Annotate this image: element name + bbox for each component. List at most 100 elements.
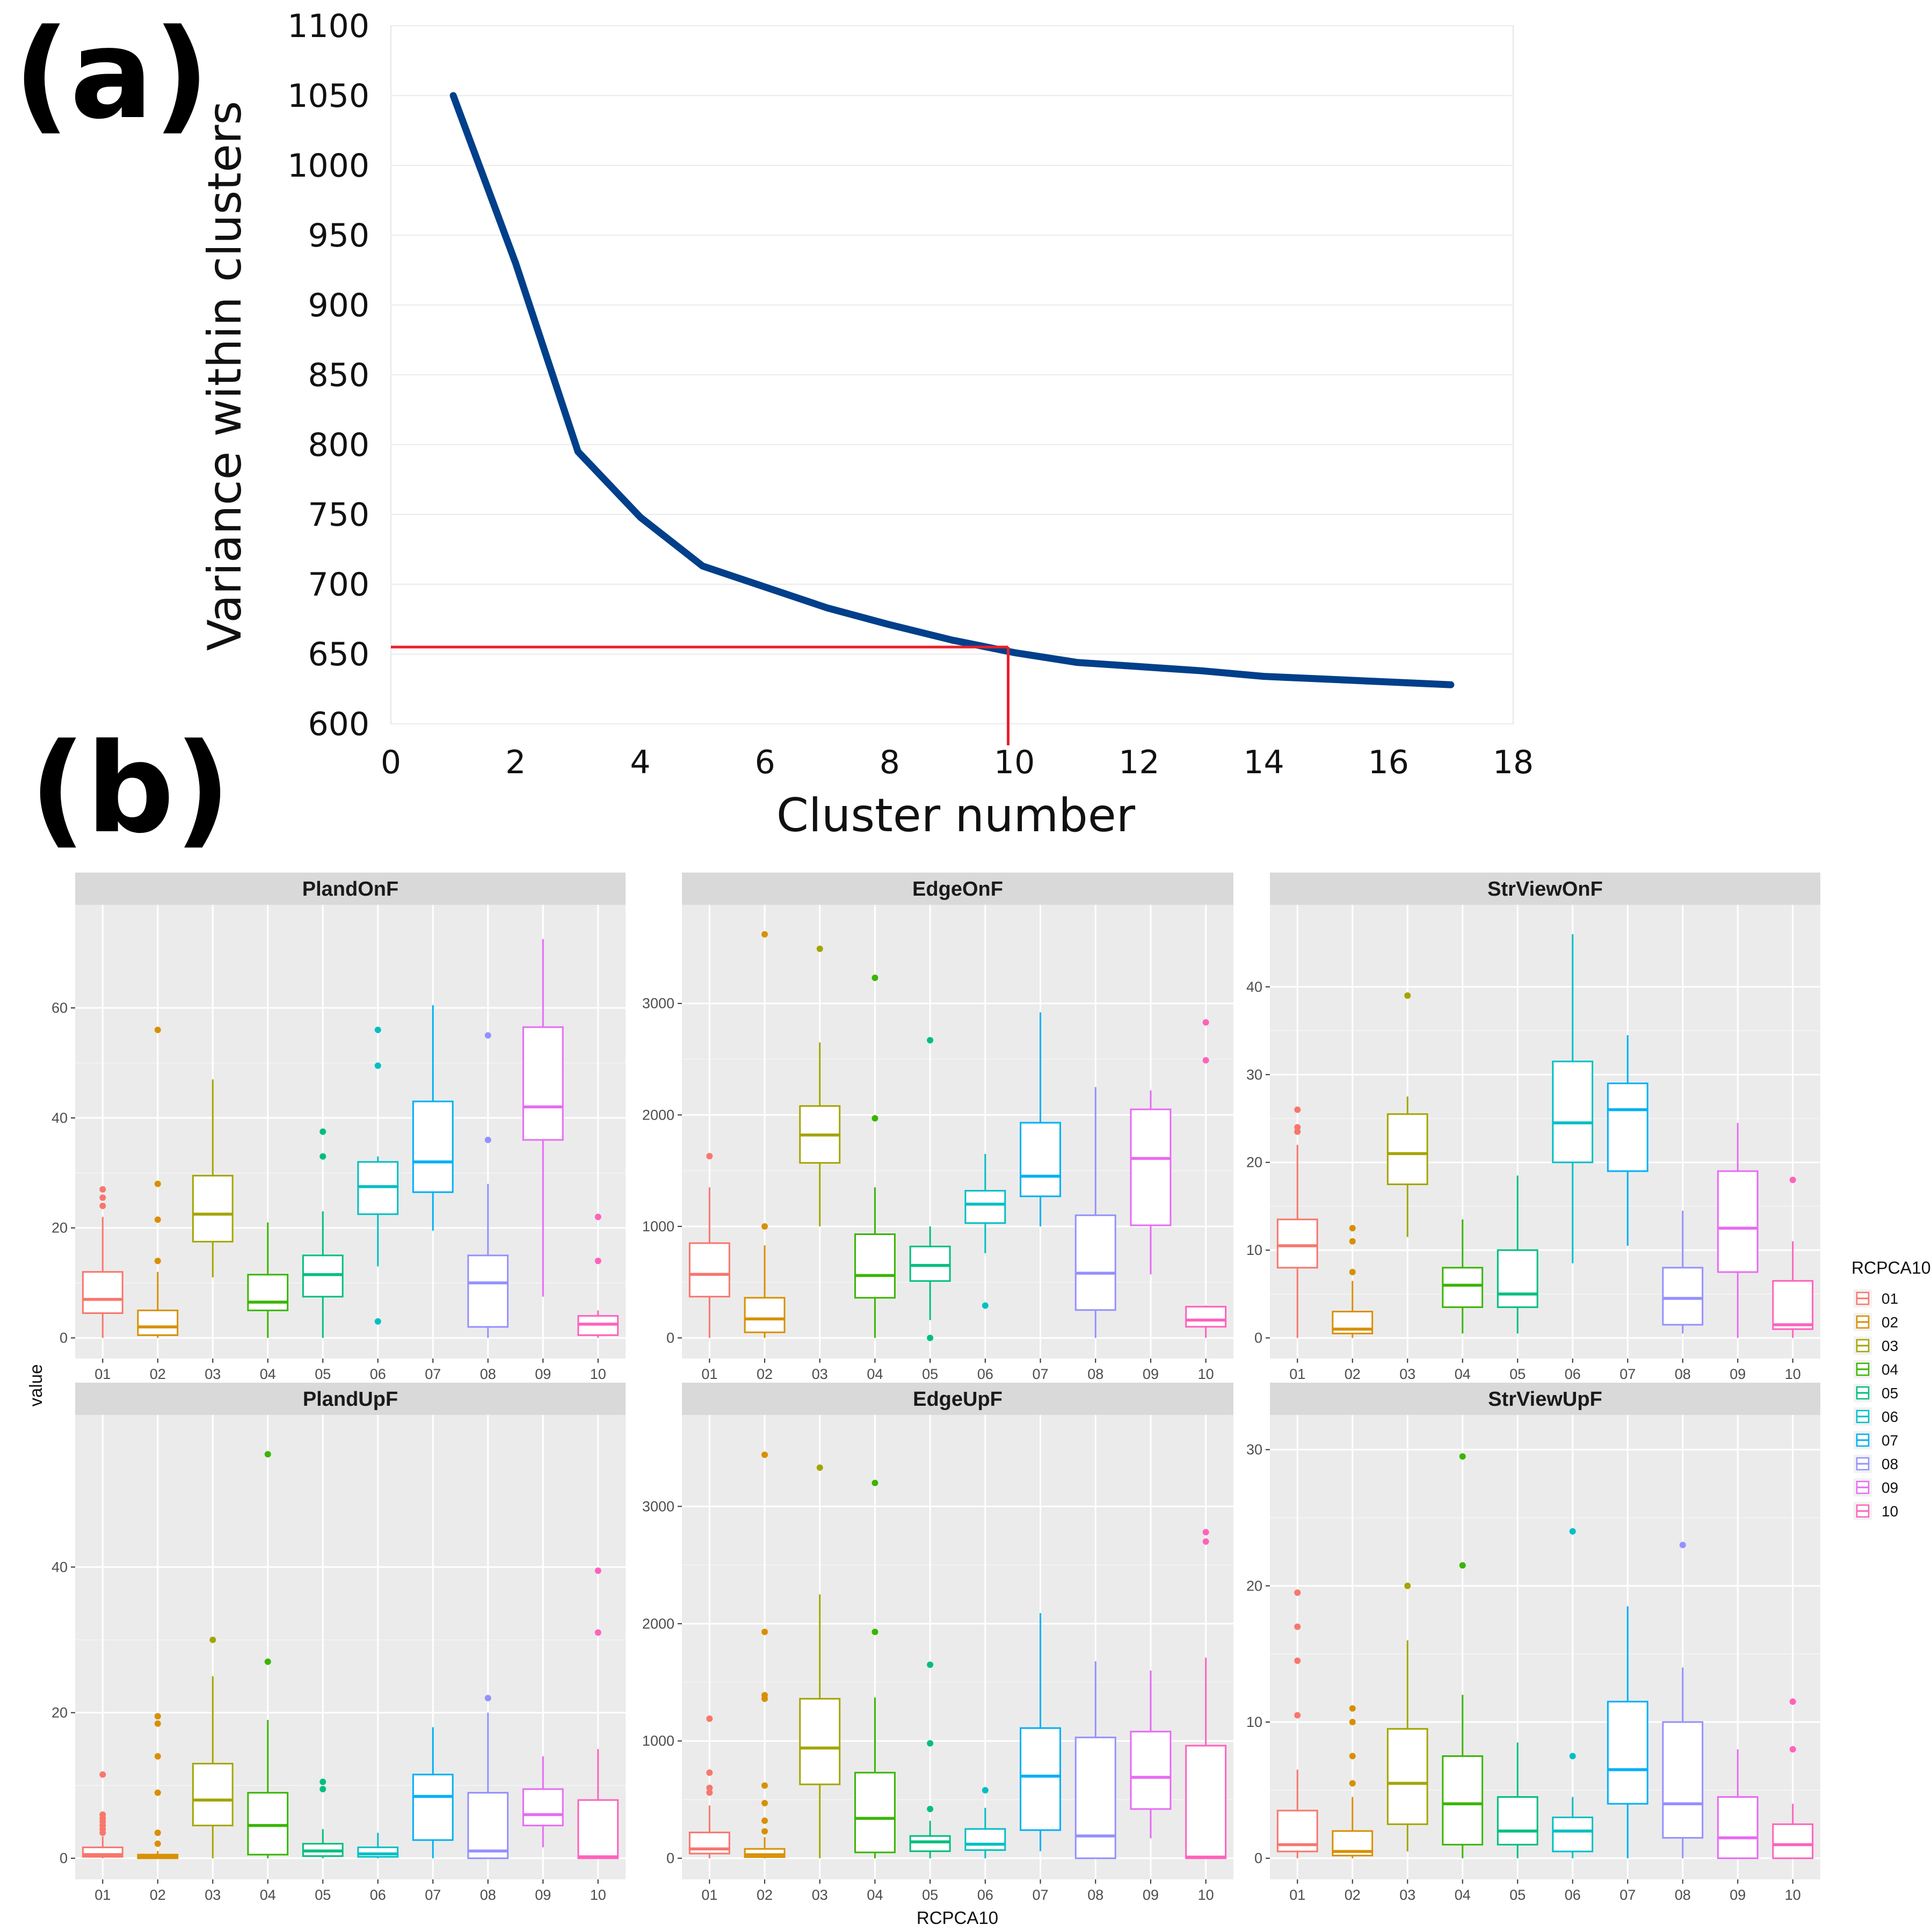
- box-body: [1130, 1731, 1172, 1810]
- box-body: [1442, 1267, 1484, 1308]
- outlier-point: [374, 1318, 381, 1325]
- box-07: [1020, 1613, 1062, 1851]
- y-tick-label: 0: [666, 1850, 674, 1866]
- outlier-point: [1679, 1542, 1686, 1549]
- x-tick-label: 02: [1345, 1887, 1361, 1903]
- box-09: [1130, 1670, 1172, 1839]
- x-tick-label: 01: [701, 1366, 717, 1382]
- box-03: [799, 946, 841, 1226]
- box-07: [412, 1005, 454, 1231]
- y-tick-label: 20: [52, 1220, 68, 1236]
- outlier-point: [594, 1629, 601, 1636]
- x-tick-label: 03: [205, 1366, 221, 1382]
- y-tick-label: 0: [666, 1330, 674, 1346]
- outlier-point: [1789, 1698, 1796, 1705]
- outlier-point: [484, 1695, 491, 1702]
- box-body: [688, 1242, 730, 1298]
- y-tick-label: 2000: [642, 1616, 674, 1632]
- outlier-point: [816, 946, 823, 953]
- x-tick-label: 02: [150, 1887, 166, 1903]
- outlier-point: [154, 1216, 161, 1223]
- box-10: [1772, 1176, 1814, 1338]
- x-tick-label: 18: [1493, 744, 1534, 781]
- facet-title: StrViewOnF: [1487, 878, 1603, 900]
- outlier-point: [154, 1720, 161, 1727]
- box-04: [854, 974, 896, 1338]
- box-02: [137, 1027, 179, 1338]
- outlier-point: [484, 1136, 491, 1143]
- outlier-point: [706, 1769, 713, 1776]
- legend-label: 03: [1882, 1338, 1898, 1354]
- x-axis-title: Cluster number: [776, 789, 1136, 842]
- outlier-point: [99, 1202, 106, 1209]
- x-tick-label: 14: [1243, 744, 1284, 781]
- legend-label: 07: [1882, 1432, 1898, 1449]
- box-10: [577, 1214, 619, 1338]
- y-tick-label: 1050: [287, 77, 369, 115]
- box-01: [688, 1153, 730, 1338]
- x-tick-label: 6: [755, 744, 775, 781]
- outlier-point: [374, 1062, 381, 1069]
- x-tick-label: 07: [1033, 1366, 1049, 1382]
- x-tick-label: 2: [505, 744, 526, 781]
- box-04: [1442, 1453, 1484, 1858]
- outlier-point: [154, 1258, 161, 1265]
- box-body: [247, 1274, 289, 1311]
- facet-strip: [682, 1383, 1233, 1415]
- box-09: [1717, 1749, 1759, 1860]
- facet-EdgeOnF: EdgeOnF 0 1000 2000 3000 01 02 03 04 05 06 07 08 09 10: [642, 873, 1233, 1382]
- box-05: [302, 1128, 344, 1338]
- outlier-point: [1404, 992, 1411, 999]
- outlier-point: [1349, 1719, 1356, 1726]
- outlier-point: [1569, 1528, 1576, 1535]
- x-tick-label: 06: [1565, 1887, 1581, 1903]
- variance-point: [1199, 669, 1204, 673]
- box-03: [192, 1636, 234, 1858]
- legend-key-04: [1854, 1360, 1872, 1378]
- box-body: [1020, 1727, 1062, 1831]
- variance-point: [825, 606, 830, 611]
- x-tick-label: 10: [1785, 1887, 1801, 1903]
- x-tick-label: 01: [95, 1887, 111, 1903]
- x-tick-label: 06: [977, 1887, 993, 1903]
- x-tick-label: 03: [812, 1366, 828, 1382]
- box-09: [1130, 1090, 1172, 1275]
- box-body: [412, 1774, 454, 1841]
- box-body: [909, 1835, 951, 1853]
- x-tick-label: 09: [535, 1887, 551, 1903]
- box-body: [1442, 1755, 1484, 1846]
- box-08: [1074, 1661, 1116, 1860]
- outlier-point: [761, 1828, 768, 1835]
- legend-label: 06: [1882, 1408, 1898, 1425]
- box-06: [357, 1833, 399, 1858]
- box-body: [412, 1100, 454, 1193]
- x-tick-label: 10: [1198, 1366, 1214, 1382]
- legend-label: 08: [1882, 1456, 1898, 1472]
- facet-strip: [1270, 873, 1820, 905]
- facet-title: StrViewUpF: [1488, 1388, 1602, 1411]
- y-tick-label: 1100: [287, 8, 369, 45]
- outlier-point: [1202, 1057, 1209, 1064]
- y-tick-label: 0: [1254, 1330, 1262, 1346]
- x-tick-label: 08: [480, 1366, 496, 1382]
- box-03: [1386, 992, 1428, 1237]
- box-body: [1772, 1823, 1814, 1860]
- box-body: [1552, 1817, 1594, 1853]
- x-tick-label: 12: [1118, 744, 1159, 781]
- outlier-point: [761, 1451, 768, 1458]
- facet-strip: [1270, 1383, 1820, 1415]
- box-body: [1552, 1061, 1594, 1164]
- outlier-point: [1349, 1780, 1356, 1787]
- x-tick-label: 07: [1619, 1887, 1636, 1903]
- box-body: [854, 1233, 896, 1299]
- legend-key-03: [1854, 1337, 1872, 1355]
- outlier-point: [1294, 1657, 1301, 1664]
- x-tick-label: 04: [1455, 1887, 1471, 1903]
- legend-key-10: [1854, 1502, 1872, 1520]
- box-07: [412, 1727, 454, 1858]
- outlier-point: [319, 1785, 326, 1792]
- x-tick-label: 8: [880, 744, 900, 781]
- outlier-point: [871, 974, 878, 981]
- y-tick-label: 1000: [287, 147, 369, 185]
- x-tick-label: 01: [95, 1366, 111, 1382]
